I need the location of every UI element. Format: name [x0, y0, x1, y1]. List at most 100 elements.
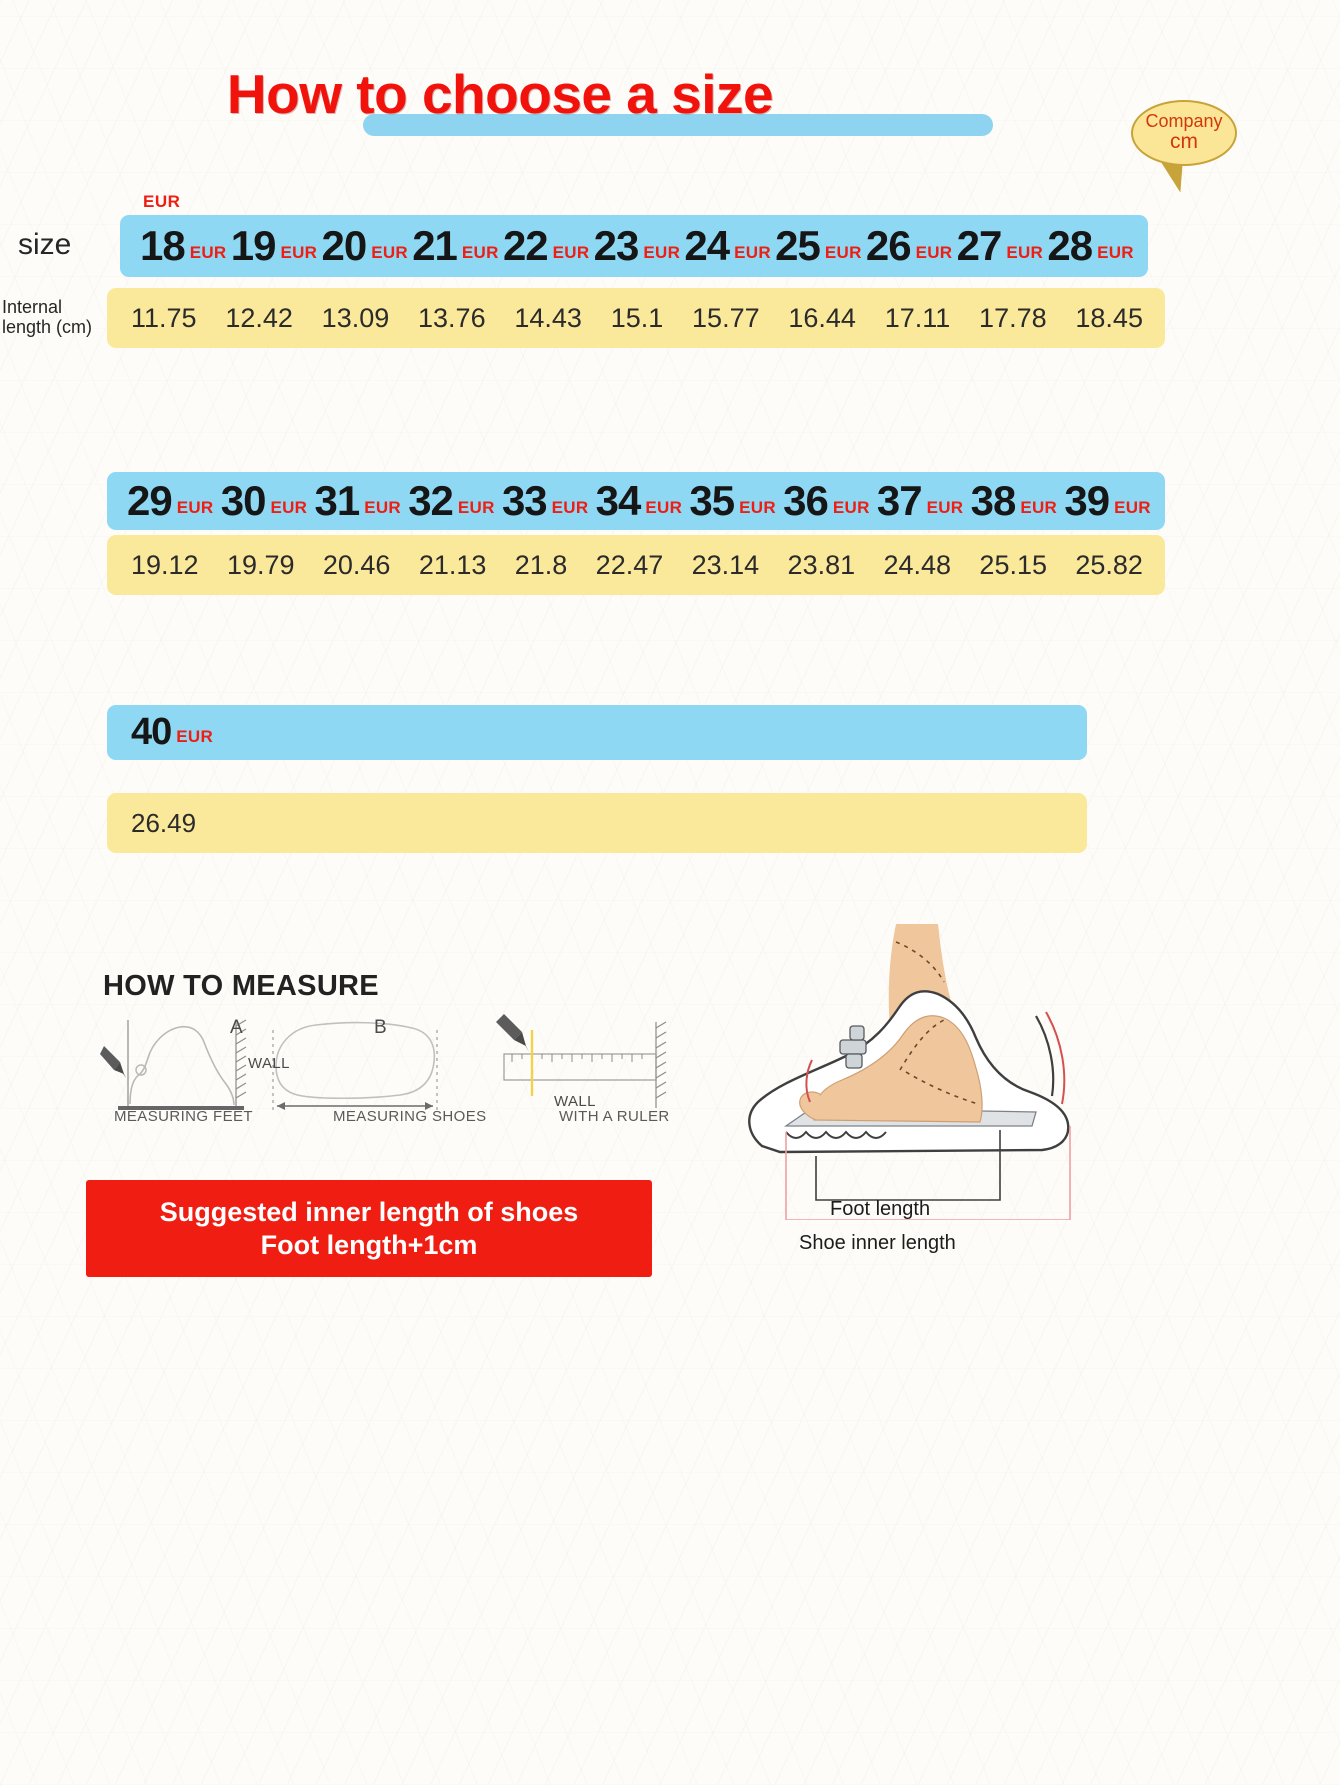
length-cell: 23.81: [787, 549, 856, 580]
size-unit-label: EUR: [734, 243, 771, 262]
length-cell: 26.49: [131, 807, 197, 838]
size-unit-label: EUR: [270, 498, 308, 517]
length-cell: 14.43: [514, 302, 582, 333]
size-unit-label: EUR: [643, 243, 681, 262]
size-value: 36: [783, 477, 829, 524]
length-cell: 19.12: [131, 549, 199, 580]
size-unit-label: EUR: [1006, 243, 1044, 262]
suggested-length-banner: Suggested inner length of shoes Foot len…: [86, 1180, 652, 1277]
size-value: 30: [220, 477, 267, 524]
size-value: 20: [321, 222, 367, 269]
size-value: 22: [502, 222, 549, 269]
size-value: 19: [230, 222, 277, 269]
size-value: 33: [501, 477, 548, 524]
length-cell: 12.42: [225, 302, 293, 333]
size-value: 38: [970, 477, 1017, 524]
size-cell: 38 EUR: [971, 477, 1058, 525]
size-value: 34: [595, 477, 642, 524]
size-cell: 23 EUR: [594, 222, 681, 270]
size-cell: 18 EUR: [140, 222, 227, 270]
size-value: 28: [1047, 222, 1093, 269]
size-row-3: 40 EUR: [107, 705, 1087, 760]
length-cell: 15.1: [610, 302, 664, 333]
size-unit-label: EUR: [552, 243, 590, 262]
length-cell: 23.14: [691, 549, 760, 580]
wall-label-1: WALL: [248, 1055, 290, 1072]
size-value: 35: [689, 477, 735, 524]
size-cell: 31 EUR: [314, 477, 401, 525]
length-cell: 11.75: [131, 302, 197, 333]
size-unit-label: EUR: [457, 498, 495, 517]
row-label-size: size: [18, 228, 72, 261]
size-unit-label: EUR: [1114, 498, 1151, 517]
measure-diagrams: [100, 1008, 720, 1138]
length-cell: 21.13: [418, 549, 487, 580]
length-cell: 25.82: [1075, 549, 1143, 580]
size-value: 40: [131, 711, 172, 753]
size-unit-label: EUR: [915, 243, 953, 262]
size-cell: 28 EUR: [1047, 222, 1134, 270]
length-row-2: 19.12 19.79 20.46 21.13 21.8 22.47 23.14 23.81 2…: [107, 535, 1165, 595]
bubble-company-label: Company: [1145, 110, 1223, 131]
caption-measuring-feet: MEASURING FEET: [114, 1108, 253, 1125]
with-a-ruler-diagram: [496, 1014, 667, 1108]
bubble-unit-label: cm: [1170, 130, 1198, 154]
length-cell: 17.11: [884, 302, 951, 333]
size-cell: 24 EUR: [684, 222, 771, 270]
size-value: 23: [593, 222, 640, 269]
shoe-point-a-label: A: [230, 1017, 243, 1038]
foot-length-label: Foot length: [830, 1198, 931, 1220]
size-cell: 35 EUR: [689, 477, 776, 525]
length-row-3: 26.49: [107, 793, 1087, 853]
size-value: 25: [775, 222, 821, 269]
shoe-inner-length-label: Shoe inner length: [799, 1232, 956, 1254]
size-unit-label: EUR: [739, 498, 776, 517]
size-cell: 32 EUR: [408, 477, 495, 525]
pencil-icon: [496, 1014, 529, 1052]
length-cell: 22.47: [595, 549, 664, 580]
shoe-cross-section-illustration: [700, 920, 1120, 1221]
size-row-1: 18 EUR 19 EUR 20 EUR 21 EUR 22 EUR 23 EUR 24 EUR 25 EUR…: [120, 215, 1148, 277]
length-row-1: 11.75 12.42 13.09 13.76 14.43 15.1 15.77 16.44 1…: [107, 288, 1165, 348]
size-value: 29: [127, 477, 173, 524]
eur-header-tag: EUR: [143, 192, 181, 211]
length-cell: 18.45: [1075, 302, 1143, 333]
length-cell: 20.46: [322, 549, 391, 580]
size-unit-label: EUR: [926, 498, 964, 517]
size-cell: 20 EUR: [321, 222, 408, 270]
page-title: How to choose a size: [0, 62, 1000, 136]
size-unit-label: EUR: [364, 498, 401, 517]
size-value: 26: [865, 222, 912, 269]
length-cell: 13.76: [418, 302, 486, 333]
size-unit-label: EUR: [1020, 498, 1058, 517]
shoe-illustration-svg: [748, 924, 1071, 1221]
measure-diagrams-svg: [100, 1014, 667, 1112]
size-cell: 36 EUR: [783, 477, 870, 525]
size-unit-label: EUR: [645, 498, 683, 517]
length-cell: 19.79: [226, 549, 295, 580]
size-value: 31: [314, 477, 360, 524]
size-cell: 34 EUR: [596, 477, 683, 525]
company-unit-bubble: Company cm: [1131, 100, 1237, 166]
size-cell: 25 EUR: [775, 222, 862, 270]
size-cell: 22 EUR: [503, 222, 590, 270]
shoe-point-b-label: B: [374, 1017, 387, 1038]
length-cell: 16.44: [788, 302, 856, 333]
length-cell: 17.78: [979, 302, 1047, 333]
caption-with-a-ruler: WITH A RULER: [559, 1108, 670, 1125]
size-unit-label: EUR: [280, 243, 318, 262]
banner-line-1: Suggested inner length of shoes: [159, 1196, 579, 1227]
how-to-measure-heading: HOW TO MEASURE: [103, 970, 379, 1002]
banner-line-2: Foot length+1cm: [260, 1229, 478, 1260]
length-cell: 13.09: [321, 302, 390, 333]
length-cell: 21.8: [514, 549, 568, 580]
size-value: 32: [408, 477, 454, 524]
size-unit-label: EUR: [824, 243, 862, 262]
size-cell: 39 EUR: [1064, 477, 1151, 525]
size-value: 27: [956, 222, 1003, 269]
size-cell: 27 EUR: [957, 222, 1044, 270]
size-cell: 19 EUR: [231, 222, 318, 270]
size-value: 21: [412, 222, 458, 269]
size-unit-label: EUR: [551, 498, 589, 517]
size-unit-label: EUR: [189, 243, 227, 262]
